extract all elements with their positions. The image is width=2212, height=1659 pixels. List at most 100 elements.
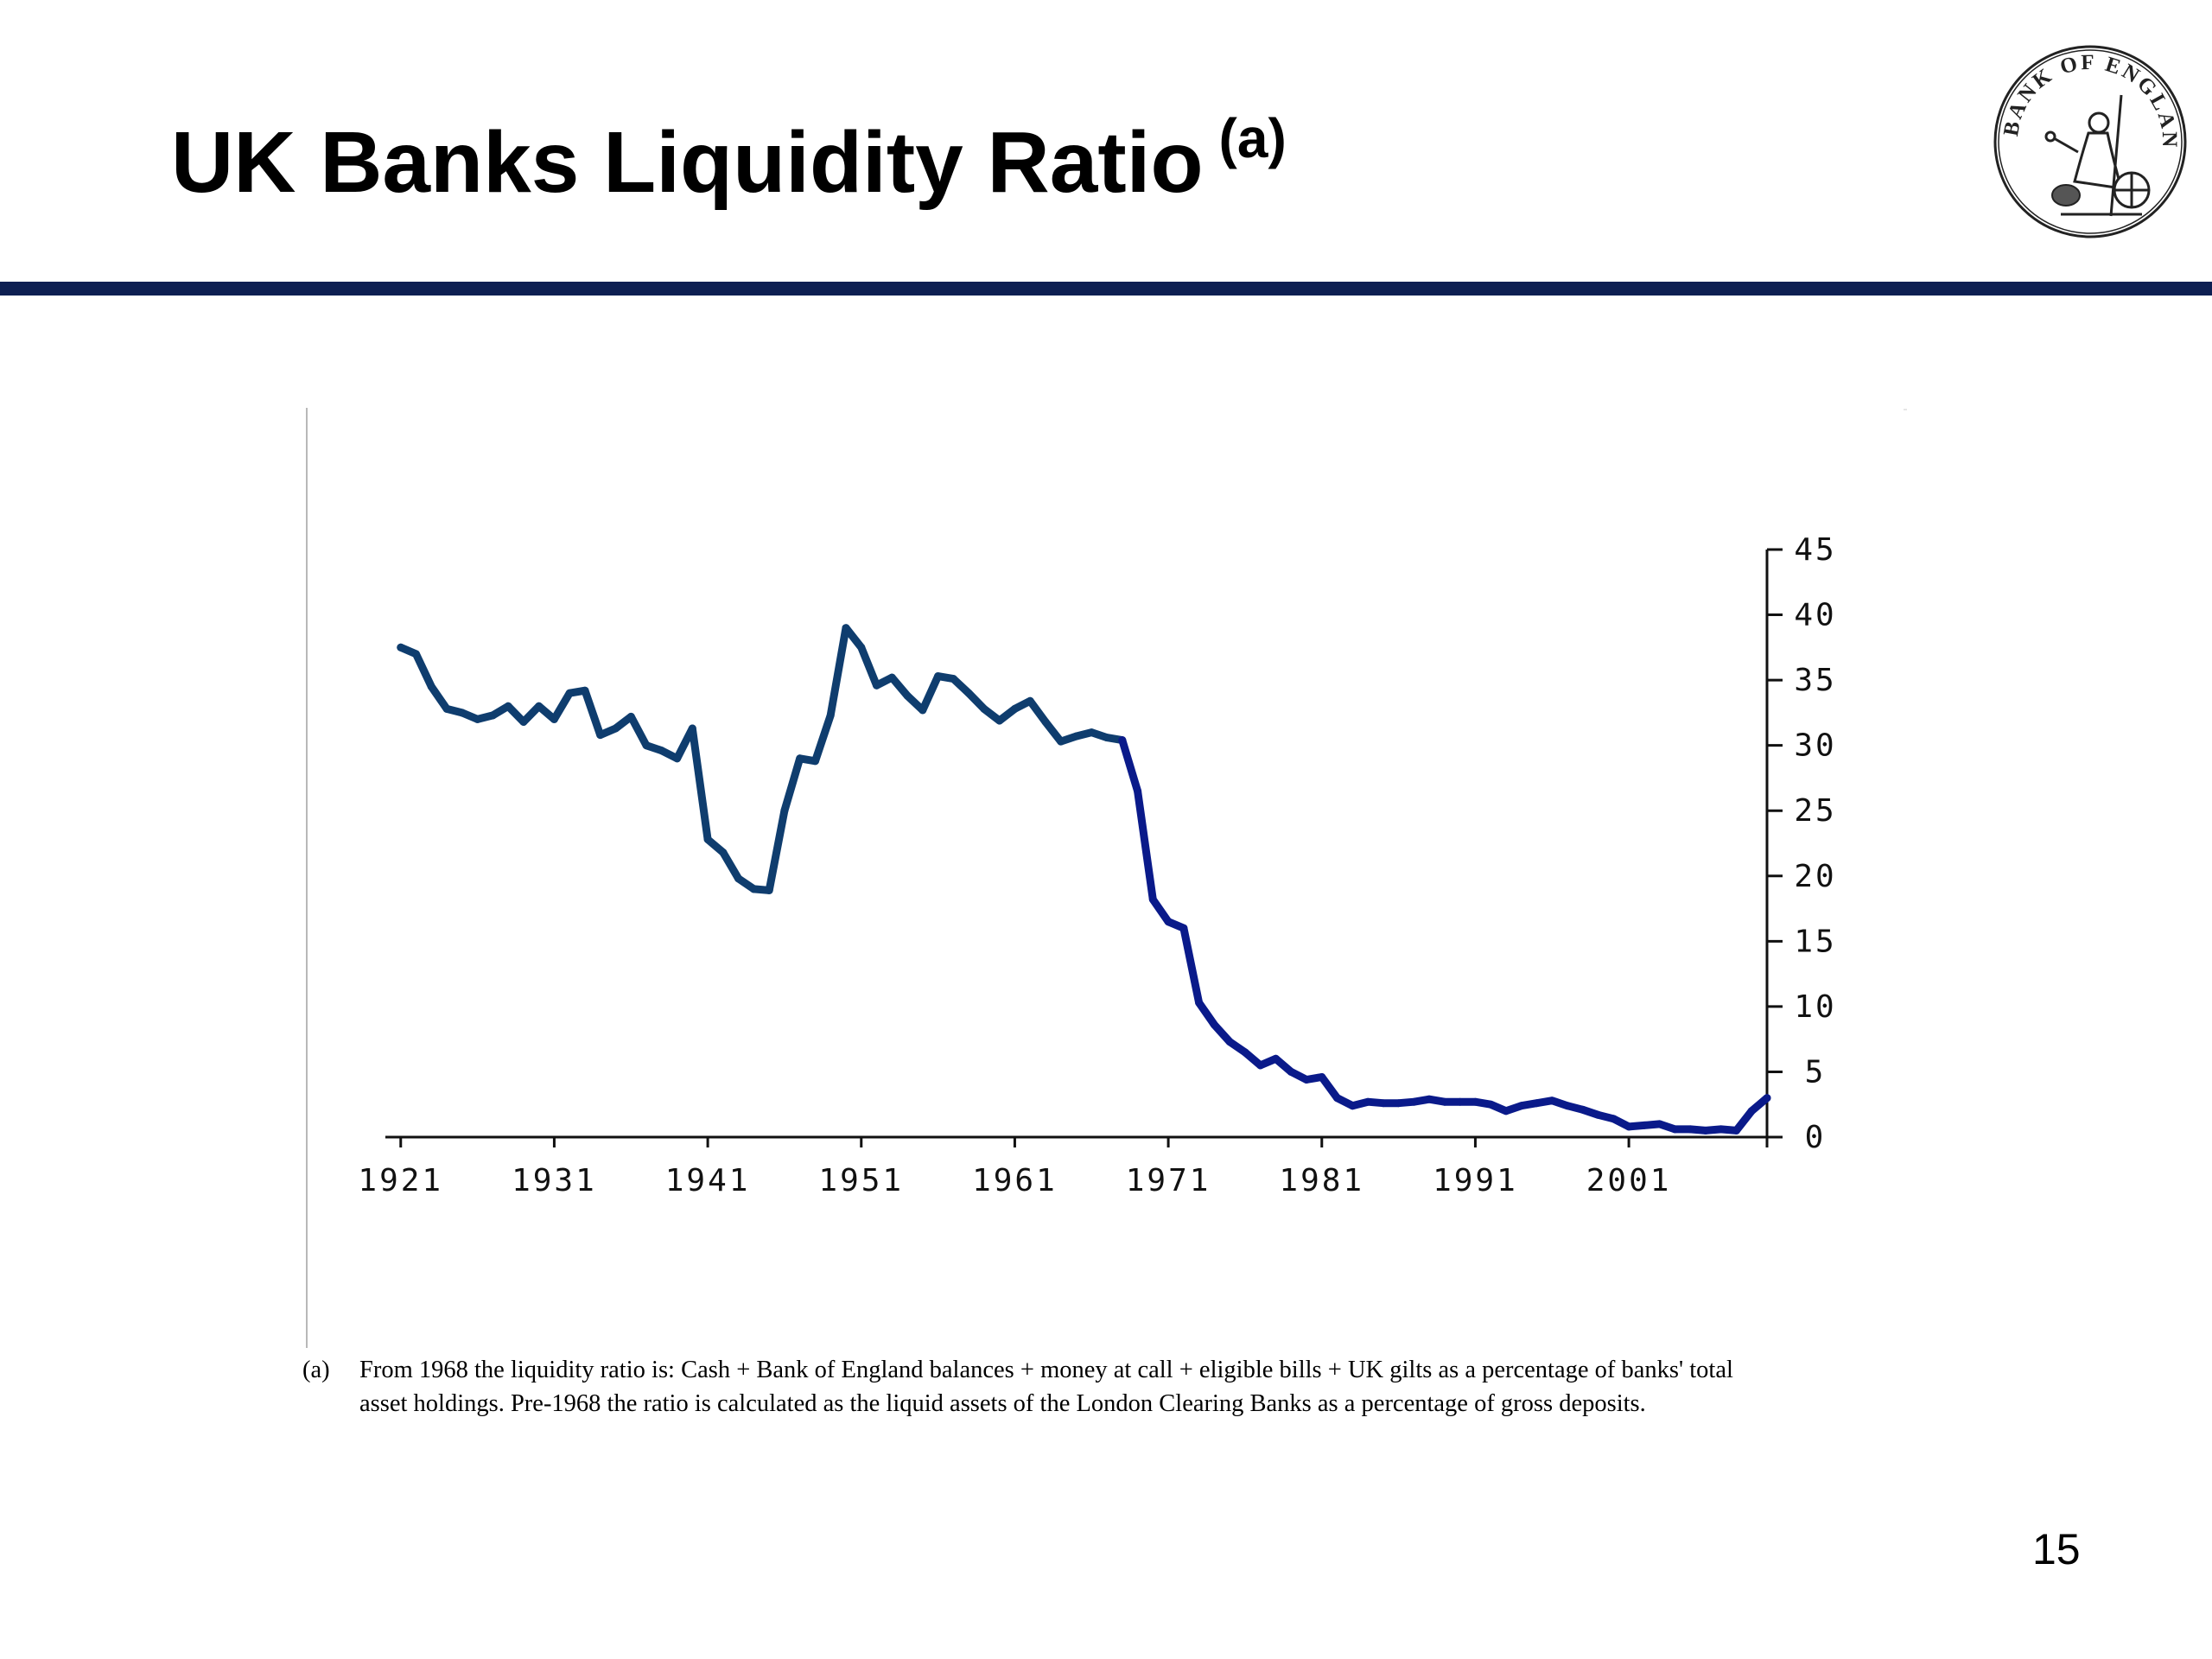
chart-labels-layer: 1921 1931 1941 1951 1961 1971 1981 1991 2001 0 5 10… [358, 532, 1836, 1198]
y-tick-label: 0 [1805, 1120, 1827, 1155]
data-point [826, 711, 835, 720]
data-point [458, 709, 467, 717]
data-point [1533, 1099, 1541, 1108]
data-point [519, 718, 528, 726]
data-point [1425, 1095, 1433, 1103]
data-point [949, 675, 957, 683]
y-tick-label: 20 [1794, 859, 1836, 894]
data-point [796, 754, 804, 763]
data-point [1348, 1102, 1357, 1110]
y-tick-label: 35 [1794, 663, 1836, 698]
slide-title-text: UK Banks Liquidity Ratio [171, 114, 1204, 211]
data-point [442, 704, 451, 713]
data-point [1717, 1125, 1726, 1134]
data-point [565, 689, 574, 697]
data-point [412, 650, 420, 658]
slide-title-superscript: (a) [1218, 107, 1287, 169]
series-line-pre-1968 [397, 624, 1127, 894]
data-point [1732, 1126, 1740, 1135]
data-point [1456, 1097, 1465, 1106]
header-rule [0, 282, 2212, 296]
data-point [1272, 1054, 1280, 1063]
data-point [1563, 1102, 1572, 1110]
data-point [887, 673, 896, 682]
data-point [1594, 1110, 1603, 1119]
data-point [1670, 1125, 1679, 1134]
x-tick-label: 1951 [818, 1163, 904, 1198]
data-point [995, 716, 1004, 725]
page-number: 15 [2032, 1525, 2081, 1573]
data-point [474, 715, 482, 723]
data-point [550, 715, 558, 723]
data-point [934, 672, 943, 681]
data-point [1333, 1094, 1341, 1103]
x-tick-label: 2001 [1586, 1163, 1672, 1198]
series-line-post-1968 [1118, 736, 1771, 1135]
footnote-marker: (a) [302, 1357, 330, 1383]
data-point [673, 754, 682, 763]
y-tick-label: 45 [1794, 532, 1836, 568]
data-point [1502, 1107, 1510, 1116]
data-point [703, 836, 712, 843]
x-tick-label: 1971 [1126, 1163, 1211, 1198]
y-tick-label: 10 [1794, 989, 1836, 1025]
data-point [964, 689, 973, 697]
x-tick-label: 1931 [512, 1163, 597, 1198]
data-point [1747, 1107, 1756, 1116]
data-point [688, 724, 696, 733]
data-point [1686, 1125, 1694, 1134]
data-point [581, 686, 589, 695]
data-point [1179, 924, 1188, 932]
data-point [980, 704, 988, 713]
data-point [1225, 1038, 1234, 1046]
y-tick-label: 15 [1794, 924, 1836, 959]
data-point [1072, 732, 1080, 741]
data-point [842, 624, 850, 632]
footnote-text: From 1968 the liquidity ratio is: Cash +… [359, 1357, 1733, 1417]
data-point [488, 711, 497, 720]
data-point [1656, 1120, 1664, 1128]
data-point [1103, 734, 1111, 742]
chart-axes [385, 548, 1783, 1147]
data-point [397, 643, 405, 652]
data-point [1486, 1100, 1495, 1109]
data-point [1118, 736, 1127, 745]
x-tick-label: 1991 [1433, 1163, 1518, 1198]
data-point [1609, 1115, 1618, 1123]
data-point [1701, 1126, 1710, 1135]
data-point [1395, 1099, 1403, 1108]
y-tick-label: 5 [1805, 1054, 1827, 1090]
x-tick-label: 1961 [972, 1163, 1058, 1198]
data-point [1302, 1076, 1311, 1084]
data-point [1379, 1099, 1388, 1108]
data-point [1763, 1094, 1771, 1103]
data-point [1287, 1067, 1295, 1076]
data-point [427, 683, 435, 691]
data-point [626, 712, 635, 721]
data-point [1471, 1097, 1479, 1106]
data-point [719, 849, 728, 857]
data-point [1134, 787, 1142, 796]
data-point [1210, 1020, 1218, 1029]
y-tick-label: 40 [1794, 598, 1836, 633]
data-point [1409, 1097, 1418, 1106]
x-tick-label: 1981 [1279, 1163, 1364, 1198]
chart-series-layer [397, 624, 1771, 1135]
data-point [1087, 728, 1096, 737]
data-point [1026, 696, 1034, 705]
data-point [1318, 1073, 1326, 1081]
data-point [1010, 704, 1019, 713]
data-point [811, 757, 819, 766]
data-point [658, 747, 666, 755]
data-point [596, 731, 605, 740]
data-point [1517, 1102, 1526, 1110]
data-point [504, 702, 512, 710]
slide-title: UK Banks Liquidity Ratio (a) [171, 107, 1287, 225]
y-tick-label: 30 [1794, 728, 1836, 764]
data-point [1241, 1048, 1249, 1057]
data-point [1148, 895, 1157, 904]
x-tick-label: 1941 [665, 1163, 751, 1198]
data-point [1164, 918, 1173, 926]
data-point [734, 874, 743, 883]
